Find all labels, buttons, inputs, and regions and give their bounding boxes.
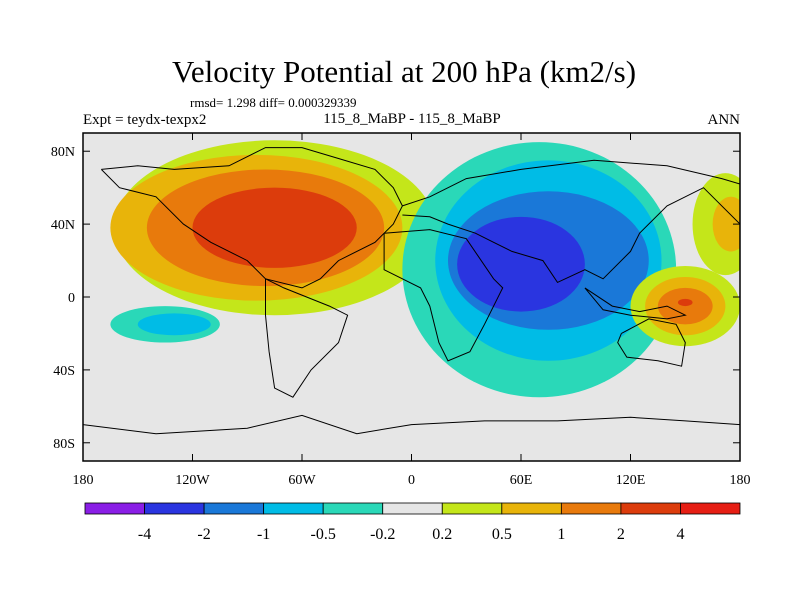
colorbar-label-9: 4: [676, 526, 684, 543]
colorbar: -4 -2 -1 -0.5 -0.2 0.2 0.5 1 2 4: [84, 502, 741, 543]
stats-label: rmsd= 1.298 diff= 0.000329339: [190, 95, 356, 110]
continent-outline-5: [617, 318, 686, 367]
experiment-label: Expt = teydx-texpx2: [83, 112, 206, 128]
x-tick-label-2: 60W: [288, 473, 316, 488]
colorbar-label-6: 0.5: [492, 526, 512, 543]
y-tick-label-2: 0: [68, 291, 75, 306]
colorbar-swatch-9: [620, 502, 681, 515]
colorbar-label-8: 2: [617, 526, 625, 543]
continent-outline-6: [83, 414, 740, 435]
contour-north-pacific-positive-15: [712, 196, 740, 252]
season-label: ANN: [708, 112, 741, 128]
colorbar-label-3: -0.5: [311, 526, 336, 543]
continent-outline-4: [584, 287, 687, 320]
colorbar-swatch-6: [441, 502, 503, 515]
contour-atlantic-america-positive-3: [192, 187, 357, 268]
y-tick-label-3: 40S: [53, 364, 75, 379]
x-tick-label-1: 120W: [175, 473, 210, 488]
continent-outline-3: [402, 159, 740, 284]
x-tick-label-6: 180: [730, 473, 751, 488]
colorbar-label-4: -0.2: [370, 526, 395, 543]
colorbar-swatch-0: [84, 502, 145, 515]
colorbar-label-5: 0.2: [432, 526, 452, 543]
colorbar-swatch-8: [560, 502, 622, 515]
x-tick-label-5: 120E: [616, 473, 646, 488]
colorbar-swatch-4: [322, 502, 384, 515]
continent-outline-2: [383, 229, 504, 362]
longitude-axis: 180 120W 60W 0 60E 120E 180: [73, 133, 751, 488]
case-label: 115_8_MaBP - 115_8_MaBP: [323, 111, 501, 127]
colorbar-swatch-10: [680, 502, 741, 515]
colorbar-label-2: -1: [257, 526, 270, 543]
colorbar-swatch-3: [263, 502, 324, 515]
x-tick-label-4: 60E: [510, 473, 533, 488]
y-tick-label-4: 80S: [53, 437, 75, 452]
colorbar-label-1: -2: [197, 526, 210, 543]
colorbar-label-0: -4: [138, 526, 151, 543]
y-tick-label-1: 40N: [51, 218, 75, 233]
continent-outlines: [83, 147, 740, 435]
latitude-axis: 80N 40N 0 40S 80S: [51, 145, 740, 452]
colorbar-swatch-1: [144, 502, 205, 515]
velocity-potential-map: [83, 133, 740, 461]
contour-south-pacific-negative-9: [137, 313, 211, 336]
continent-outline-1: [265, 278, 349, 398]
colorbar-swatch-2: [203, 502, 265, 515]
colorbar-label-7: 1: [557, 526, 565, 543]
colorbar-swatch-7: [501, 502, 562, 515]
chart-title: Velocity Potential at 200 hPa (km2/s): [172, 54, 636, 89]
contour-west-pacific-positive-13: [677, 298, 693, 307]
x-tick-label-3: 0: [408, 473, 415, 488]
y-tick-label-0: 80N: [51, 145, 75, 160]
contour-asia-negative-7: [457, 216, 585, 312]
colorbar-swatch-5: [382, 502, 443, 515]
x-tick-label-0: 180: [73, 473, 94, 488]
